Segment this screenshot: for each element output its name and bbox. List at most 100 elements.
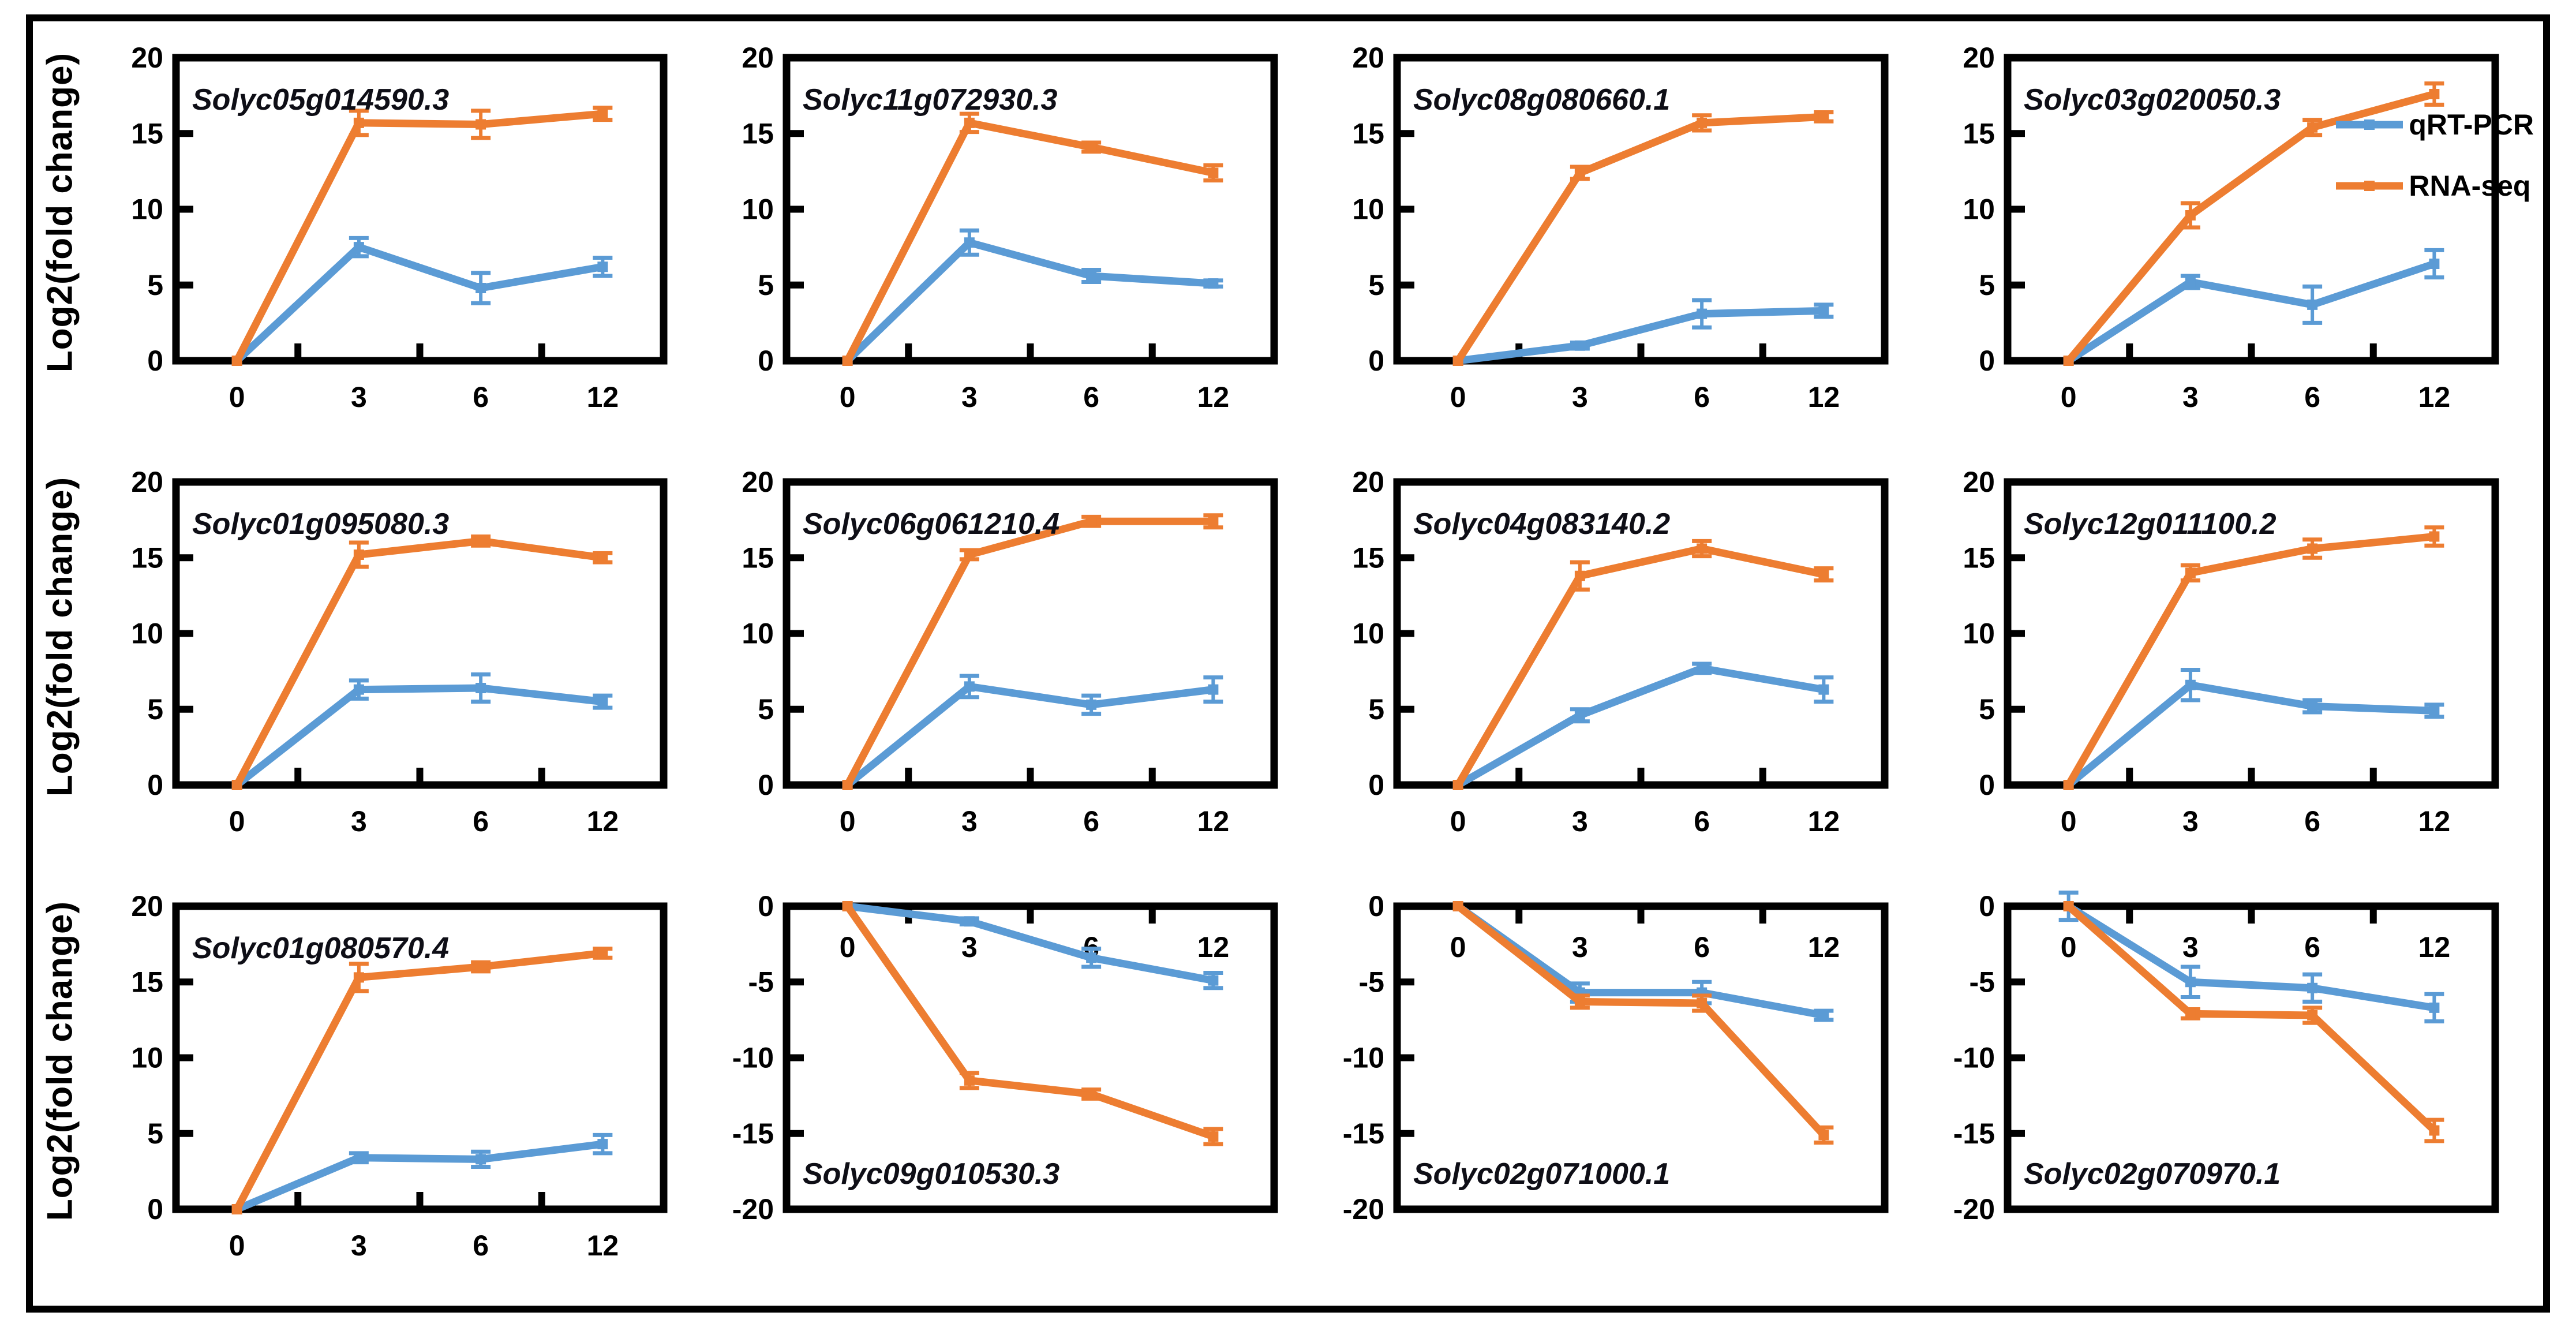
- plot-border: [782, 54, 1278, 365]
- x-tick-label: 3: [1572, 381, 1588, 413]
- data-point-marker: [1452, 780, 1463, 790]
- x-tick-label: 6: [1083, 381, 1099, 413]
- series-line-rna-seq: [233, 537, 606, 789]
- series-line-qrt-pcr: [844, 682, 1217, 789]
- data-point-marker: [353, 684, 364, 695]
- data-point-marker: [1697, 117, 1708, 128]
- data-point-marker: [1452, 901, 1463, 911]
- data-point-marker: [2307, 543, 2318, 554]
- rna-seq-line-marker-icon: [2336, 181, 2403, 191]
- data-point-marker: [1086, 952, 1097, 963]
- data-point-marker: [475, 962, 486, 972]
- y-tick-label: 0: [147, 345, 163, 377]
- chart-title: Solyc05g014590.3: [192, 83, 449, 117]
- data-point-marker: [964, 117, 975, 128]
- y-tick-label: 15: [742, 117, 774, 149]
- y-tick-label: 15: [1963, 117, 1995, 149]
- data-point-marker: [2063, 780, 2074, 790]
- plot-border: [172, 902, 668, 1213]
- y-tick-label: -10: [732, 1042, 774, 1074]
- y-tick-label: 0: [1368, 769, 1384, 801]
- y-tick-label: 0: [758, 345, 774, 377]
- chart-canvas: 0 5 10 15 20 0 3 6 12 Solyc08g080660.1: [1352, 42, 1889, 413]
- plot-border: [782, 478, 1278, 789]
- y-tick-label: 20: [131, 466, 163, 498]
- y-tick-label: 20: [1963, 42, 1995, 74]
- data-point-marker: [2307, 299, 2318, 310]
- y-tick-label: 20: [742, 42, 774, 74]
- series-line-rna-seq: [233, 949, 606, 1213]
- data-point-marker: [1574, 340, 1585, 351]
- data-point-marker: [1818, 1130, 1829, 1141]
- y-tick-label: 20: [131, 890, 163, 922]
- x-tick-label: 0: [840, 381, 856, 413]
- y-tick-label: -15: [1343, 1117, 1384, 1150]
- y-tick-label: 5: [1979, 269, 1995, 301]
- x-tick-label: 0: [229, 381, 245, 413]
- chart-canvas: 0 5 10 15 20 0 3 6 12 Solyc01g095080.3: [131, 466, 668, 838]
- chart-canvas: 0 5 10 15 20 0 3 6 12 Solyc05g014590.3: [131, 42, 668, 413]
- chart-title: Solyc02g071000.1: [1413, 1157, 1670, 1191]
- data-point-marker: [1086, 271, 1097, 281]
- y-tick-label: 15: [742, 541, 774, 574]
- qrt-pcr-line-marker-icon: [2336, 119, 2403, 130]
- y-tick-label: 10: [1352, 193, 1384, 226]
- x-tick-label: 0: [229, 805, 245, 838]
- x-tick-label: 3: [1572, 931, 1588, 963]
- data-point-marker: [1697, 998, 1708, 1008]
- y-tick-label: 0: [1979, 769, 1995, 801]
- series-line-qrt-pcr: [844, 238, 1217, 365]
- plot-border: [1393, 902, 1889, 1213]
- y-tick-label: -5: [1970, 966, 1995, 998]
- chart-canvas: 0 5 10 15 20 0 3 6 12 Solyc12g011100.2: [1963, 466, 2499, 838]
- series-line-rna-seq: [1454, 113, 1828, 365]
- y-tick-label: 0: [758, 769, 774, 801]
- y-tick-label: -10: [1953, 1042, 1995, 1074]
- y-tick-label: 20: [1963, 466, 1995, 498]
- y-tick-label: 15: [1352, 117, 1384, 149]
- data-point-marker: [1208, 1131, 1219, 1142]
- data-point-marker: [1574, 710, 1585, 721]
- x-tick-label: 3: [961, 931, 978, 963]
- series-line-qrt-pcr: [2065, 260, 2438, 365]
- y-tick-label: 5: [758, 693, 774, 726]
- data-point-marker: [2429, 705, 2440, 716]
- data-point-marker: [475, 1154, 486, 1165]
- x-tick-label: 0: [2061, 931, 2077, 963]
- data-point-marker: [1818, 111, 1829, 122]
- chart-title: Solyc11g072930.3: [803, 83, 1057, 117]
- y-tick-label: 0: [1368, 345, 1384, 377]
- data-point-marker: [2307, 1010, 2318, 1021]
- plot-border: [1393, 54, 1889, 365]
- x-tick-label: 6: [473, 805, 489, 838]
- data-point-marker: [964, 681, 975, 692]
- data-point-marker: [2429, 531, 2440, 542]
- plot-border: [1393, 478, 1889, 789]
- data-point-marker: [2185, 210, 2196, 220]
- y-tick-label: 20: [1352, 42, 1384, 74]
- data-point-marker: [1208, 278, 1219, 289]
- data-point-marker: [1574, 996, 1585, 1007]
- x-tick-label: 12: [1197, 805, 1230, 838]
- x-tick-label: 0: [1450, 381, 1466, 413]
- x-tick-label: 3: [351, 381, 367, 413]
- data-point-marker: [597, 696, 608, 707]
- y-tick-label: 10: [1963, 618, 1995, 650]
- legend-label-qrt-pcr: qRT-PCR: [2409, 109, 2534, 141]
- x-tick-label: 3: [2182, 931, 2199, 963]
- chart-panel: 0 5 10 15 20 0 3 6 12 Solyc01g095080.3: [84, 450, 694, 874]
- y-tick-label: 0: [1979, 345, 1995, 377]
- series-line-qrt-pcr: [233, 684, 606, 789]
- x-tick-label: 12: [1808, 805, 1840, 838]
- data-point-marker: [597, 552, 608, 563]
- series-line-rna-seq: [844, 902, 1217, 1141]
- y-tick-label: -15: [732, 1117, 774, 1150]
- data-point-marker: [2307, 122, 2318, 133]
- data-point-marker: [1086, 1089, 1097, 1100]
- series-line-qrt-pcr: [2065, 681, 2438, 789]
- x-tick-label: 0: [840, 805, 856, 838]
- series-line-rna-seq: [1454, 902, 1828, 1139]
- chart-title: Solyc02g070970.1: [2024, 1157, 2281, 1191]
- chart-title: Solyc12g011100.2: [2024, 507, 2277, 541]
- y-tick-label: -20: [1953, 1193, 1995, 1225]
